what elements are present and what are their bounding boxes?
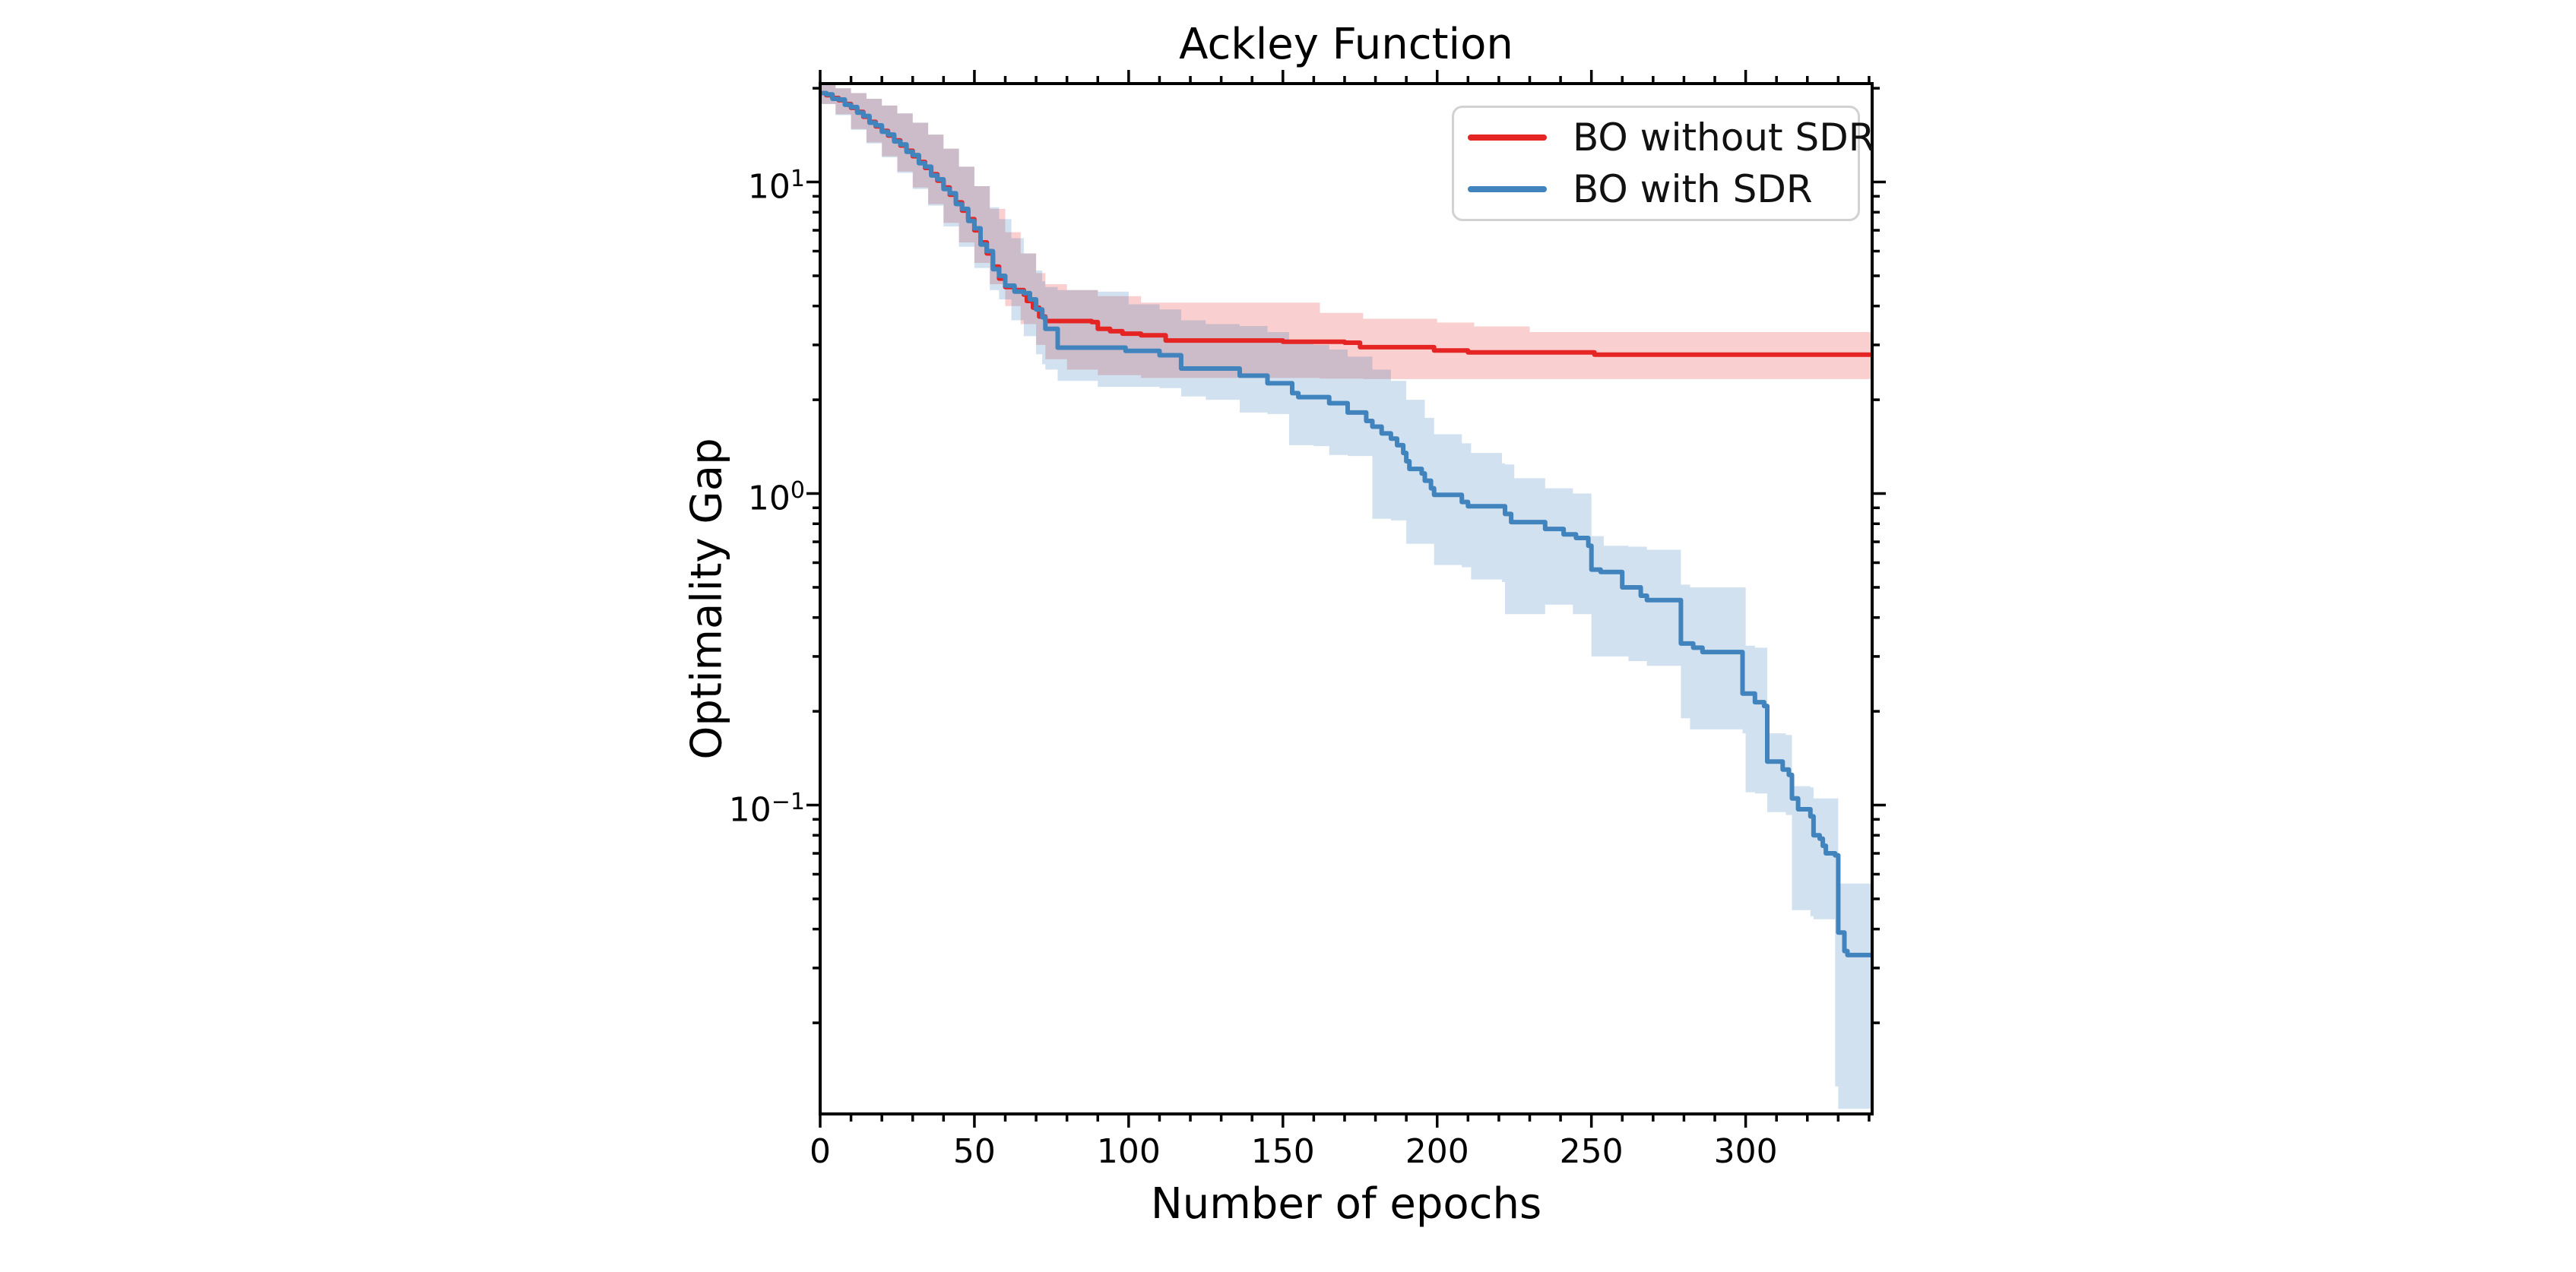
chart-title: Ackley Function <box>1179 20 1513 69</box>
x-tick-label: 150 <box>1250 1132 1315 1171</box>
x-tick-label: 300 <box>1713 1132 1778 1171</box>
series-line-blue <box>820 90 1872 957</box>
legend: BO without SDR BO with SDR <box>1452 106 1875 221</box>
legend-label: BO without SDR <box>1573 115 1875 160</box>
plot-spines <box>819 82 1874 1115</box>
x-axis-label: Number of epochs <box>1150 1179 1542 1229</box>
x-tick-label: 50 <box>952 1132 996 1171</box>
confidence-band-blue <box>820 84 1872 1112</box>
x-tick-label: 250 <box>1559 1132 1624 1171</box>
y-tick-label: 101 <box>747 165 805 207</box>
legend-item: BO without SDR <box>1454 115 1875 160</box>
x-tick-label: 100 <box>1096 1132 1161 1171</box>
confidence-band-red <box>820 84 1872 379</box>
y-tick-label: 10−1 <box>728 788 805 830</box>
legend-line-swatch <box>1468 186 1547 192</box>
legend-line-swatch <box>1468 134 1547 141</box>
x-tick-label: 0 <box>810 1132 831 1171</box>
legend-label: BO with SDR <box>1573 167 1813 211</box>
y-tick-label: 100 <box>747 476 805 518</box>
x-tick-label: 200 <box>1405 1132 1469 1171</box>
legend-item: BO with SDR <box>1454 167 1858 211</box>
